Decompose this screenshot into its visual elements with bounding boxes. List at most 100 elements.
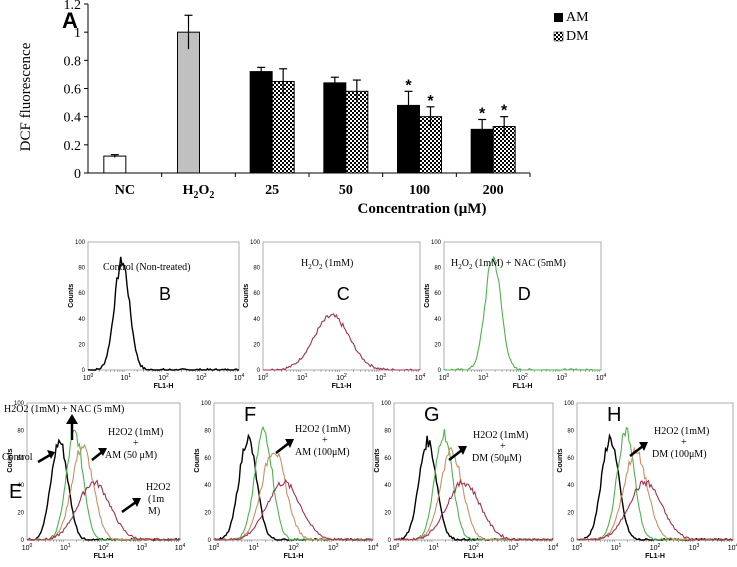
y-tick-label: 100 bbox=[564, 401, 575, 407]
y-tick-label: 0 bbox=[388, 538, 392, 544]
tick-base: 10 bbox=[297, 375, 305, 382]
panel-h-label-1: H2O2 (1mM) bbox=[654, 426, 709, 437]
tick-exponent: 2 bbox=[658, 543, 661, 549]
y-tick-label: 0.6 bbox=[64, 83, 82, 98]
tick-exponent: 0 bbox=[397, 543, 400, 549]
y-tick-label: 20 bbox=[567, 511, 574, 517]
bar-am-25 bbox=[249, 71, 273, 174]
arrow-h-head bbox=[639, 442, 648, 451]
histogram-curve-h2o2 bbox=[26, 479, 181, 541]
tick-exponent: 4 bbox=[736, 543, 737, 549]
y-tick-label: 0 bbox=[82, 368, 86, 374]
tick-base: 10 bbox=[136, 545, 144, 552]
tick-exponent: 2 bbox=[476, 543, 479, 549]
legend-swatch-am bbox=[554, 13, 563, 22]
panel-c-title: H2O2 (1mM) bbox=[301, 258, 353, 271]
panel-frame bbox=[262, 241, 421, 371]
tick-exponent: 1 bbox=[68, 543, 71, 549]
x-tick-label: 101 bbox=[60, 543, 71, 552]
tick-base: 10 bbox=[336, 375, 344, 382]
tick-base: 10 bbox=[158, 375, 166, 382]
x-tick-label: 103 bbox=[196, 373, 207, 382]
x-tick-label: 100 bbox=[209, 543, 220, 552]
panel-b-title: Control (Non-treated) bbox=[103, 262, 190, 273]
y-tick-label: 20 bbox=[434, 342, 441, 348]
tick-label-part: 2 bbox=[209, 190, 214, 201]
arrow-g bbox=[448, 449, 463, 461]
bar-chart-panel-a: A DCF fluorescence Concentration (μM) 00… bbox=[18, 0, 589, 217]
tick-base: 10 bbox=[689, 545, 697, 552]
tick-label-part: O bbox=[199, 183, 210, 198]
histogram-curve-treatment bbox=[576, 446, 733, 541]
arrow-f bbox=[275, 442, 290, 454]
y-tick-labels: 0 0.2 0.4 0.6 0.8 1 1.2 bbox=[64, 0, 88, 182]
annotation-arrows bbox=[37, 414, 648, 514]
y-tick-label: 0 bbox=[208, 538, 212, 544]
histogram-curve-control bbox=[87, 256, 239, 371]
x-axis-label: FL1-H bbox=[332, 383, 352, 390]
histogram-curve-h2o2 bbox=[393, 478, 553, 541]
panel-label-a: A bbox=[62, 8, 78, 33]
panel-e-am-label-3: AM (50 μM) bbox=[105, 450, 157, 461]
y-tick-label: 40 bbox=[253, 317, 260, 323]
significance-star: * bbox=[427, 93, 434, 110]
x-tick-label: 104 bbox=[234, 373, 245, 382]
tick-exponent: 4 bbox=[556, 543, 559, 549]
tick-exponent: 2 bbox=[525, 373, 528, 379]
panel-f-label-2: + bbox=[322, 435, 328, 446]
y-axis-label: Counts bbox=[557, 448, 564, 472]
tick-base: 10 bbox=[196, 375, 204, 382]
x-tick-label: 102 bbox=[517, 373, 528, 382]
y-tick-label: 40 bbox=[17, 483, 24, 489]
tick-exponent: 0 bbox=[30, 543, 33, 549]
tick-base: 10 bbox=[368, 545, 376, 552]
y-tick-label: 0 bbox=[571, 538, 575, 544]
x-tick-label: 200 bbox=[483, 183, 504, 198]
panel-frame bbox=[393, 402, 554, 541]
y-tick-label: 40 bbox=[384, 483, 391, 489]
y-tick-label: 80 bbox=[384, 428, 391, 434]
y-tick-label: 60 bbox=[253, 291, 260, 297]
y-axis-label: Counts bbox=[424, 284, 431, 308]
tick-exponent: 4 bbox=[242, 373, 245, 379]
tick-base: 10 bbox=[439, 375, 447, 382]
tick-exponent: 2 bbox=[106, 543, 109, 549]
tick-exponent: 0 bbox=[217, 543, 220, 549]
x-tick-label: 100 bbox=[439, 373, 450, 382]
bar-am-50 bbox=[323, 82, 347, 174]
tick-exponent: 1 bbox=[436, 543, 439, 549]
panel-h-label-3: DM (100μM) bbox=[652, 449, 707, 460]
tick-base: 10 bbox=[556, 375, 564, 382]
x-tick-label: 101 bbox=[478, 373, 489, 382]
x-tick-label: 101 bbox=[297, 373, 308, 382]
panel-d-title: H2O2 (1mM) + NAC (5mM) bbox=[451, 258, 566, 271]
y-tick-label: 80 bbox=[434, 266, 441, 272]
histogram-curve-nac bbox=[214, 425, 373, 541]
x-tick-label: 103 bbox=[689, 543, 700, 552]
y-tick-label: 20 bbox=[253, 342, 260, 348]
x-tick-label: 104 bbox=[548, 543, 559, 552]
significance-star: * bbox=[405, 77, 412, 94]
tick-exponent: 3 bbox=[516, 543, 519, 549]
arrow-e-nac-head bbox=[66, 414, 78, 424]
histogram-curve-nac bbox=[443, 255, 601, 371]
tick-base: 10 bbox=[375, 375, 383, 382]
y-tick-label: 60 bbox=[204, 456, 211, 462]
x-tick-label: 101 bbox=[248, 543, 259, 552]
arrow-f-head bbox=[285, 439, 294, 448]
x-tick-label: 101 bbox=[611, 543, 622, 552]
panel-f-label-1: H2O2 (1mM) bbox=[295, 424, 350, 435]
y-tick-label: 60 bbox=[434, 291, 441, 297]
y-tick-label: 0 bbox=[74, 167, 81, 182]
panel-e-annotations: H2O2 (1mM) + NAC (5 mM) Control H2O2 (1m… bbox=[2, 404, 170, 517]
x-tick-label: 100 bbox=[22, 543, 33, 552]
x-tick-label: 102 bbox=[98, 543, 109, 552]
y-tick-label: 20 bbox=[17, 511, 24, 517]
x-tick-label: 102 bbox=[288, 543, 299, 552]
panel-e-am-label-1: H2O2 (1mM) bbox=[108, 427, 163, 438]
panel-g-label-2: + bbox=[500, 441, 506, 452]
tick-base: 10 bbox=[98, 545, 106, 552]
y-tick-label: 1.2 bbox=[64, 0, 82, 13]
